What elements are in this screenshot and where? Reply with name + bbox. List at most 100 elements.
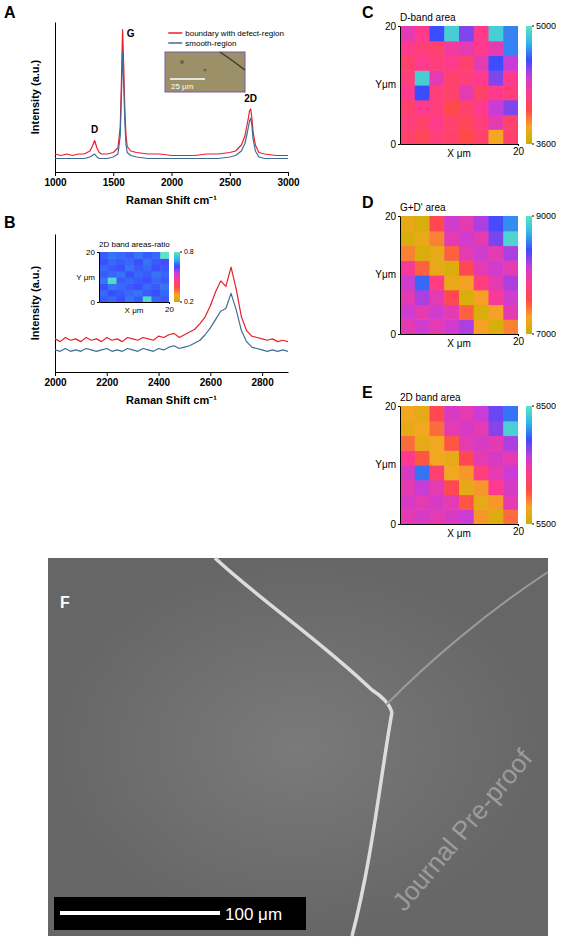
heatmap-cell bbox=[474, 26, 489, 41]
colorbar bbox=[174, 252, 180, 302]
heatmap-cell bbox=[134, 277, 143, 284]
heatmap-cell bbox=[459, 70, 474, 85]
heatmap-cell bbox=[430, 129, 445, 144]
x-tick-label: 2800 bbox=[251, 377, 274, 388]
series-line bbox=[55, 267, 288, 342]
x-tick-label: 20 bbox=[513, 146, 525, 157]
legend-label: smooth-region bbox=[185, 39, 236, 48]
x-axis-title: Raman Shift cm⁻¹ bbox=[126, 194, 217, 206]
heatmap-title: D-band area bbox=[400, 12, 456, 23]
image-background bbox=[165, 52, 245, 92]
x-axis-title: X μm bbox=[447, 148, 471, 159]
heatmap-cell bbox=[134, 271, 143, 278]
y-tick-mark bbox=[398, 406, 400, 407]
heatmap-cell bbox=[117, 283, 126, 290]
annotation: G bbox=[127, 28, 135, 39]
x-tick: 2000 bbox=[161, 172, 184, 188]
x-tick-mark bbox=[262, 372, 263, 376]
heatmap-cell bbox=[125, 265, 134, 272]
heatmap-cell bbox=[430, 319, 445, 334]
heatmap-cell bbox=[152, 258, 161, 265]
heatmap-cell bbox=[444, 495, 459, 510]
x-tick-mark bbox=[288, 172, 289, 176]
heatmap-cell bbox=[503, 436, 518, 451]
heatmap-cell bbox=[444, 319, 459, 334]
y-axis bbox=[55, 23, 56, 173]
heatmap-cell bbox=[160, 283, 169, 290]
sem-feature bbox=[215, 558, 392, 712]
heatmap-cell bbox=[459, 56, 474, 71]
heatmap-cell bbox=[489, 231, 504, 246]
y-tick: 0 bbox=[390, 329, 400, 340]
heatmap-cell bbox=[474, 100, 489, 115]
heatmap-cell bbox=[474, 319, 489, 334]
heatmap-cell bbox=[444, 275, 459, 290]
heatmap-cell bbox=[489, 100, 504, 115]
y-tick-label: 20 bbox=[86, 248, 95, 257]
heatmap-cell bbox=[415, 465, 430, 480]
heatmap-cell bbox=[99, 265, 108, 272]
heatmap-cells bbox=[400, 26, 518, 144]
heatmap-cell bbox=[444, 480, 459, 495]
heatmap-cell bbox=[503, 70, 518, 85]
heatmap-cell bbox=[503, 100, 518, 115]
heatmap-cell bbox=[430, 305, 445, 320]
heatmap-cell bbox=[459, 216, 474, 231]
heatmap-cell bbox=[143, 271, 152, 278]
heatmap-cell bbox=[459, 41, 474, 56]
heatmap-cell bbox=[474, 56, 489, 71]
heatmap-cell bbox=[430, 41, 445, 56]
heatmap-cell bbox=[459, 436, 474, 451]
heatmap-cell bbox=[489, 216, 504, 231]
colorbar-label: 9000 bbox=[536, 211, 556, 221]
heatmap-cell bbox=[99, 290, 108, 297]
colorbar-label: 0.2 bbox=[184, 298, 194, 305]
heatmap-cell bbox=[489, 406, 504, 421]
heatmap-cell bbox=[459, 495, 474, 510]
heatmap-cell bbox=[430, 421, 445, 436]
heatmap-cell bbox=[143, 265, 152, 272]
optical-image: 25 μm bbox=[165, 52, 245, 92]
y-tick: 20 bbox=[385, 21, 400, 32]
x-tick: 2000 bbox=[44, 372, 67, 388]
x-axis-line bbox=[401, 334, 519, 335]
x-tick-mark bbox=[107, 372, 108, 376]
heatmap-cell bbox=[444, 100, 459, 115]
heatmap-cell bbox=[459, 450, 474, 465]
x-tick-mark bbox=[159, 372, 160, 376]
heatmap-cell bbox=[459, 85, 474, 100]
colorbar-tick bbox=[532, 144, 534, 145]
sem-feature bbox=[352, 712, 392, 936]
y-tick-label: 20 bbox=[385, 401, 397, 412]
heatmap-cell bbox=[134, 296, 143, 302]
y-axis-line bbox=[99, 253, 100, 303]
heatmap-cell bbox=[415, 129, 430, 144]
x-tick: 2800 bbox=[251, 372, 274, 388]
x-axis-line bbox=[401, 524, 519, 525]
heatmap-cell bbox=[415, 246, 430, 261]
heatmap-cell bbox=[474, 129, 489, 144]
heatmap-cell bbox=[415, 26, 430, 41]
x-tick-mark bbox=[55, 372, 56, 376]
heatmap-panel: 2002036005000D-band areaX μmYμm bbox=[375, 12, 556, 159]
heatmap-cells bbox=[400, 406, 518, 524]
heatmap-cell bbox=[444, 70, 459, 85]
heatmap-cell bbox=[99, 252, 108, 259]
y-tick: 20 bbox=[385, 401, 400, 412]
heatmap-cell bbox=[415, 290, 430, 305]
sem-image: Journal Pre-proof100 μm bbox=[48, 558, 548, 936]
heatmap-cell bbox=[503, 509, 518, 524]
series-line bbox=[55, 293, 288, 351]
heatmap-cell bbox=[503, 26, 518, 41]
heatmap-cell bbox=[459, 406, 474, 421]
x-tick: 3000 bbox=[277, 172, 300, 188]
heatmap-cell bbox=[99, 258, 108, 265]
heatmap-cell bbox=[474, 480, 489, 495]
figure: 10001500200025003000DG2Dboundary with de… bbox=[0, 0, 572, 942]
y-tick-label: 20 bbox=[385, 21, 397, 32]
heatmap-cell bbox=[108, 265, 117, 272]
heatmap-cell bbox=[503, 406, 518, 421]
plot-area bbox=[55, 30, 288, 159]
heatmap-cell bbox=[99, 271, 108, 278]
y-axis-line bbox=[400, 407, 401, 525]
